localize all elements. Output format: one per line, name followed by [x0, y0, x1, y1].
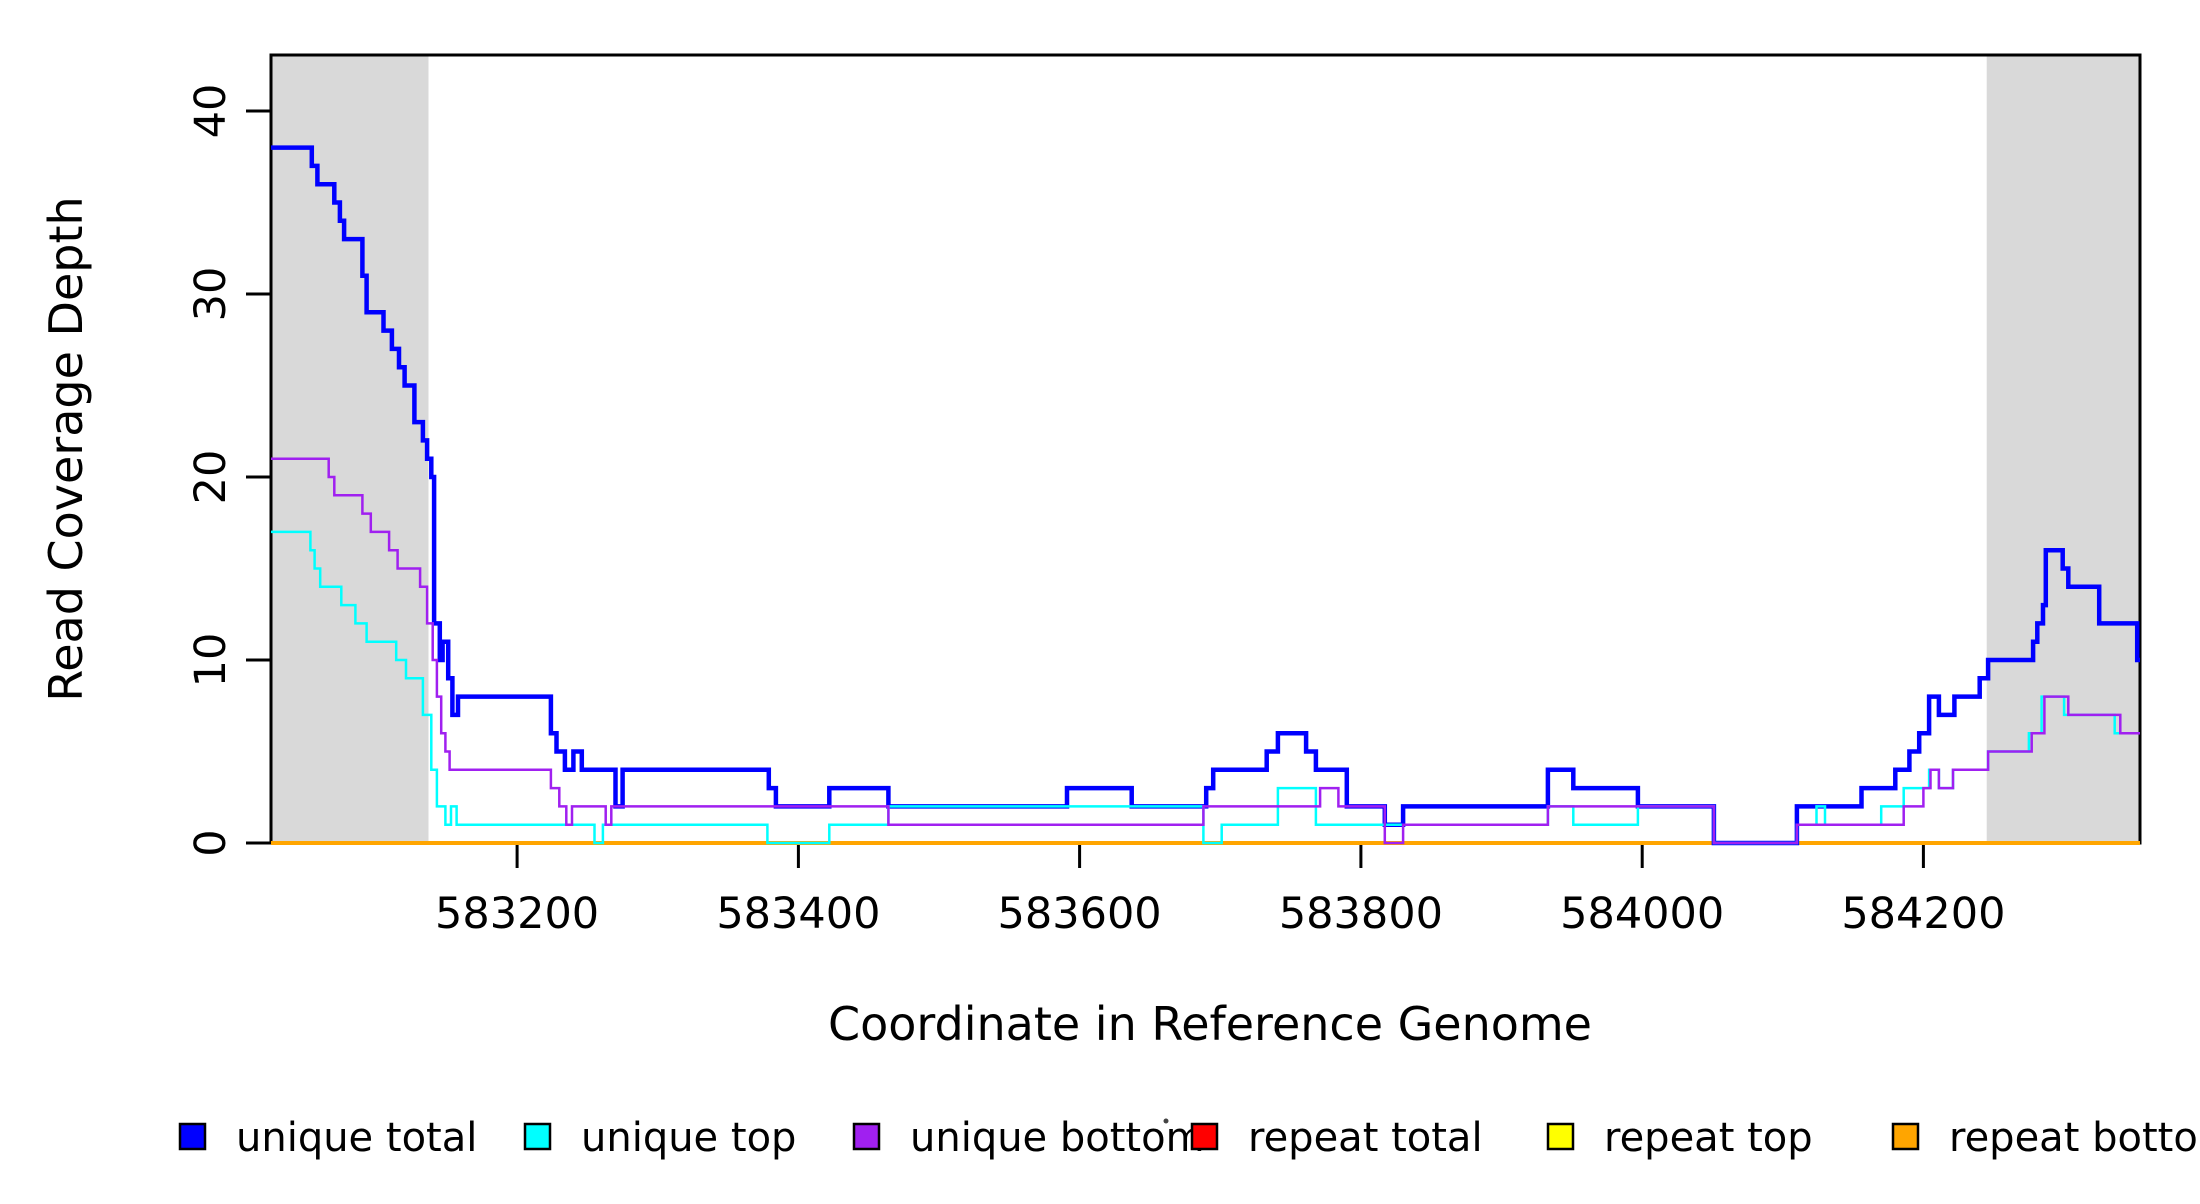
x-axis-title: Coordinate in Reference Genome: [828, 997, 1592, 1051]
y-tick-label: 30: [186, 267, 236, 322]
series-line-unique-total: [271, 145, 2140, 846]
legend-label-repeat-total: repeat total: [1248, 1115, 1483, 1161]
x-tick-label: 584200: [1841, 889, 2005, 939]
y-tick-label: 10: [186, 633, 236, 688]
x-tick-label: 583200: [435, 889, 599, 939]
legend-swatch-unique-top: [523, 1122, 552, 1151]
x-tick-label: 583600: [998, 889, 1162, 939]
legend-swatch-repeat-top: [1546, 1122, 1575, 1151]
x-axis-ticks: 583200 583400 583600 583800 584000 584200: [435, 843, 2005, 939]
legend-label-repeat-bottom: repeat bottom: [1949, 1115, 2200, 1161]
legend-swatch-unique-bottom: [852, 1122, 881, 1151]
y-axis-title: Read Coverage Depth: [39, 196, 93, 701]
legend-label-unique-total: unique total: [236, 1115, 477, 1161]
coverage-series-lines: [271, 145, 2140, 846]
legend-label-unique-bottom: unique bottom: [910, 1115, 1205, 1161]
chart-legend: unique total unique top unique bottom repea…: [178, 1115, 2200, 1161]
y-tick-label: 20: [186, 450, 236, 505]
legend-swatch-unique-total: [178, 1122, 207, 1151]
y-axis-ticks: 0 10 20 30 40: [186, 84, 271, 857]
x-tick-label: 584000: [1560, 889, 1724, 939]
repeat-region-band: [1986, 55, 2140, 843]
legend-label-unique-top: unique top: [581, 1115, 796, 1161]
x-tick-label: 583400: [716, 889, 880, 939]
legend-swatch-repeat-total: [1190, 1122, 1219, 1151]
shaded-repeat-regions: [271, 55, 2140, 843]
series-line-unique-bottom: [271, 457, 2140, 845]
x-tick-label: 583800: [1279, 889, 1443, 939]
legend-label-repeat-top: repeat top: [1604, 1115, 1813, 1161]
repeat-region-band: [271, 55, 429, 843]
stray-dot-artifact: [1163, 1118, 1169, 1124]
legend-swatch-repeat-bottom: [1891, 1122, 1920, 1151]
y-tick-label: 40: [186, 84, 236, 139]
y-tick-label: 0: [186, 829, 236, 856]
